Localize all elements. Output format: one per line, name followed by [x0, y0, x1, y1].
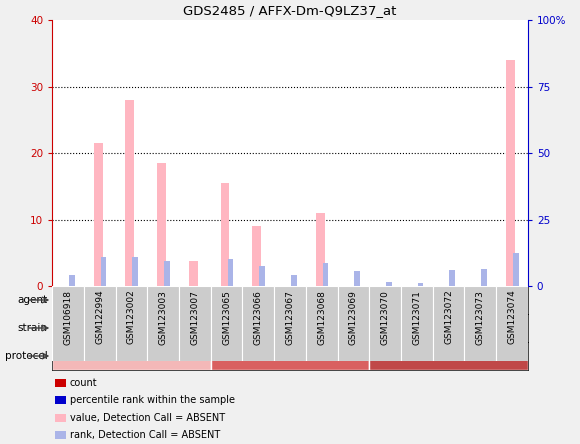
Text: GSM123069: GSM123069 [349, 290, 358, 345]
Title: GDS2485 / AFFX-Dm-Q9LZ37_at: GDS2485 / AFFX-Dm-Q9LZ37_at [183, 4, 397, 17]
Bar [306, 286, 338, 361]
Bar [481, 269, 487, 286]
Bar [211, 342, 369, 370]
Bar [52, 314, 369, 342]
Text: GSM123067: GSM123067 [285, 290, 295, 345]
Text: value, Detection Call = ABSENT: value, Detection Call = ABSENT [70, 413, 224, 423]
Text: rank, Detection Call = ABSENT: rank, Detection Call = ABSENT [70, 430, 220, 440]
Bar [418, 283, 423, 286]
Text: GSM122994: GSM122994 [95, 290, 104, 345]
Bar [115, 286, 147, 361]
Bar [386, 282, 392, 286]
Text: count: count [70, 378, 97, 388]
Bar [227, 259, 233, 286]
Bar [259, 266, 265, 286]
Bar [322, 263, 328, 286]
Bar [506, 60, 515, 286]
Text: untread: untread [111, 295, 152, 305]
Bar [369, 286, 401, 361]
Bar [242, 286, 274, 361]
Bar [465, 286, 496, 361]
Text: percentile rank within the sample: percentile rank within the sample [70, 396, 234, 405]
Text: immediately after exposure: immediately after exposure [218, 351, 362, 361]
Bar [52, 286, 84, 361]
Text: GSM123074: GSM123074 [508, 290, 516, 345]
Bar [84, 286, 115, 361]
Bar [369, 342, 528, 370]
Bar [147, 286, 179, 361]
Text: tolerant: tolerant [428, 323, 469, 333]
Text: protocol: protocol [5, 351, 48, 361]
Bar [433, 286, 465, 361]
Bar [94, 143, 103, 286]
Text: GSM123073: GSM123073 [476, 290, 485, 345]
Bar [369, 314, 528, 342]
Text: strain: strain [17, 323, 48, 333]
Bar [125, 100, 135, 286]
Text: GSM123068: GSM123068 [317, 290, 326, 345]
Bar [164, 261, 170, 286]
Bar [252, 226, 261, 286]
Bar [291, 275, 296, 286]
Text: alcohol: alcohol [350, 295, 388, 305]
Text: GSM123066: GSM123066 [254, 290, 263, 345]
Text: GSM123003: GSM123003 [159, 290, 168, 345]
Text: 2 hours after exposure: 2 hours after exposure [389, 351, 508, 361]
Text: GSM123072: GSM123072 [444, 290, 453, 345]
Bar [179, 286, 211, 361]
Bar [101, 257, 106, 286]
Text: GSM123070: GSM123070 [380, 290, 390, 345]
Bar [220, 183, 230, 286]
Bar [189, 261, 198, 286]
Bar [338, 286, 369, 361]
Bar [52, 286, 211, 314]
Bar [69, 275, 75, 286]
Bar [354, 270, 360, 286]
Bar [211, 286, 242, 361]
Text: GSM106918: GSM106918 [64, 290, 72, 345]
Bar [316, 213, 325, 286]
Bar [450, 270, 455, 286]
Text: GSM123002: GSM123002 [127, 290, 136, 345]
Text: GSM123007: GSM123007 [190, 290, 200, 345]
Bar [513, 253, 519, 286]
Text: GSM123071: GSM123071 [412, 290, 421, 345]
Bar [52, 342, 211, 370]
Bar [211, 286, 528, 314]
Bar [496, 286, 528, 361]
Bar [157, 163, 166, 286]
Text: control: control [113, 351, 150, 361]
Bar [274, 286, 306, 361]
Text: GSM123065: GSM123065 [222, 290, 231, 345]
Text: agent: agent [17, 295, 48, 305]
Bar [132, 257, 138, 286]
Text: sensitive: sensitive [187, 323, 234, 333]
Bar [401, 286, 433, 361]
